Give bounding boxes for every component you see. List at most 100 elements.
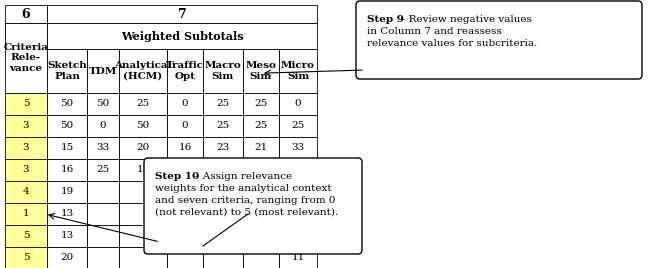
Bar (203, 203, 243, 225)
Text: 25: 25 (216, 99, 229, 109)
Bar (87, 49, 119, 93)
Text: 16: 16 (178, 143, 192, 152)
Text: 21: 21 (255, 143, 268, 152)
Text: 21: 21 (292, 166, 305, 174)
Bar (279, 159, 317, 181)
Bar (47, 23, 317, 49)
Text: 5: 5 (23, 99, 29, 109)
Bar (87, 181, 119, 203)
Bar (5, 5, 47, 23)
Bar (47, 49, 87, 93)
Text: 0: 0 (181, 121, 189, 131)
Bar (87, 159, 119, 181)
Text: 11: 11 (292, 254, 305, 262)
Text: and seven criteria, ranging from 0: and seven criteria, ranging from 0 (155, 196, 336, 205)
Bar (119, 181, 167, 203)
Bar (167, 247, 203, 268)
Text: 13: 13 (216, 166, 229, 174)
Bar (167, 115, 203, 137)
Text: 0: 0 (100, 121, 106, 131)
Bar (279, 49, 317, 93)
Text: (not relevant) to 5 (most relevant).: (not relevant) to 5 (most relevant). (155, 208, 338, 217)
Text: 23: 23 (216, 143, 229, 152)
Text: 5: 5 (23, 232, 29, 240)
Text: 20: 20 (136, 143, 150, 152)
Text: 13: 13 (60, 210, 74, 218)
Text: 25: 25 (255, 99, 268, 109)
Bar (167, 181, 203, 203)
Bar (243, 137, 279, 159)
Bar (167, 203, 203, 225)
Text: Weighted Subtotals: Weighted Subtotals (121, 31, 243, 42)
Bar (87, 225, 119, 247)
Text: 13: 13 (178, 166, 192, 174)
Bar (5, 181, 47, 203)
Text: 1: 1 (23, 210, 29, 218)
Bar (167, 49, 203, 93)
Text: 25: 25 (136, 99, 150, 109)
Bar (167, 93, 203, 115)
Bar (279, 93, 317, 115)
Bar (47, 225, 87, 247)
Text: 6: 6 (21, 8, 30, 20)
Bar (119, 225, 167, 247)
Text: 30: 30 (292, 188, 305, 196)
Text: 21: 21 (255, 166, 268, 174)
Text: 3: 3 (23, 121, 29, 131)
Bar (119, 203, 167, 225)
Bar (167, 137, 203, 159)
Text: 13: 13 (60, 232, 74, 240)
Text: 3: 3 (23, 166, 29, 174)
Bar (5, 159, 47, 181)
Bar (47, 137, 87, 159)
FancyBboxPatch shape (356, 1, 642, 79)
Bar (243, 49, 279, 93)
Text: 33: 33 (97, 143, 110, 152)
Bar (203, 93, 243, 115)
Text: 5: 5 (23, 254, 29, 262)
Bar (119, 159, 167, 181)
Bar (119, 247, 167, 268)
Bar (47, 203, 87, 225)
Text: – Assign relevance: – Assign relevance (191, 172, 292, 181)
Text: Meso
Sim: Meso Sim (246, 61, 277, 81)
Bar (119, 137, 167, 159)
Bar (203, 159, 243, 181)
Bar (47, 5, 317, 23)
Text: 23: 23 (292, 232, 305, 240)
Bar (203, 49, 243, 93)
Bar (5, 225, 47, 247)
Text: 7: 7 (178, 8, 187, 20)
Bar (119, 93, 167, 115)
Bar (243, 225, 279, 247)
Bar (5, 115, 47, 137)
Bar (279, 115, 317, 137)
Bar (243, 93, 279, 115)
Bar (167, 225, 203, 247)
Bar (243, 247, 279, 268)
Bar (5, 137, 47, 159)
Text: 50: 50 (136, 121, 150, 131)
Text: 25: 25 (97, 166, 110, 174)
Bar (203, 247, 243, 268)
Bar (203, 225, 243, 247)
Text: 13: 13 (136, 166, 150, 174)
Bar (119, 115, 167, 137)
Bar (87, 203, 119, 225)
Bar (87, 137, 119, 159)
Text: 3: 3 (23, 143, 29, 152)
Bar (5, 203, 47, 225)
Text: 4: 4 (23, 188, 29, 196)
Text: Traffic
Opt: Traffic Opt (166, 61, 204, 81)
Text: Macro
Sim: Macro Sim (205, 61, 241, 81)
Text: Analytical
(HCM): Analytical (HCM) (114, 61, 172, 81)
Text: 25: 25 (255, 121, 268, 131)
Text: 19: 19 (60, 188, 74, 196)
Text: Sketch
Plan: Sketch Plan (47, 61, 87, 81)
Text: 50: 50 (97, 99, 110, 109)
Bar (47, 115, 87, 137)
Text: TDM: TDM (89, 66, 117, 76)
Bar (119, 49, 167, 93)
Text: Step 10: Step 10 (155, 172, 199, 181)
Text: weights for the analytical context: weights for the analytical context (155, 184, 332, 193)
